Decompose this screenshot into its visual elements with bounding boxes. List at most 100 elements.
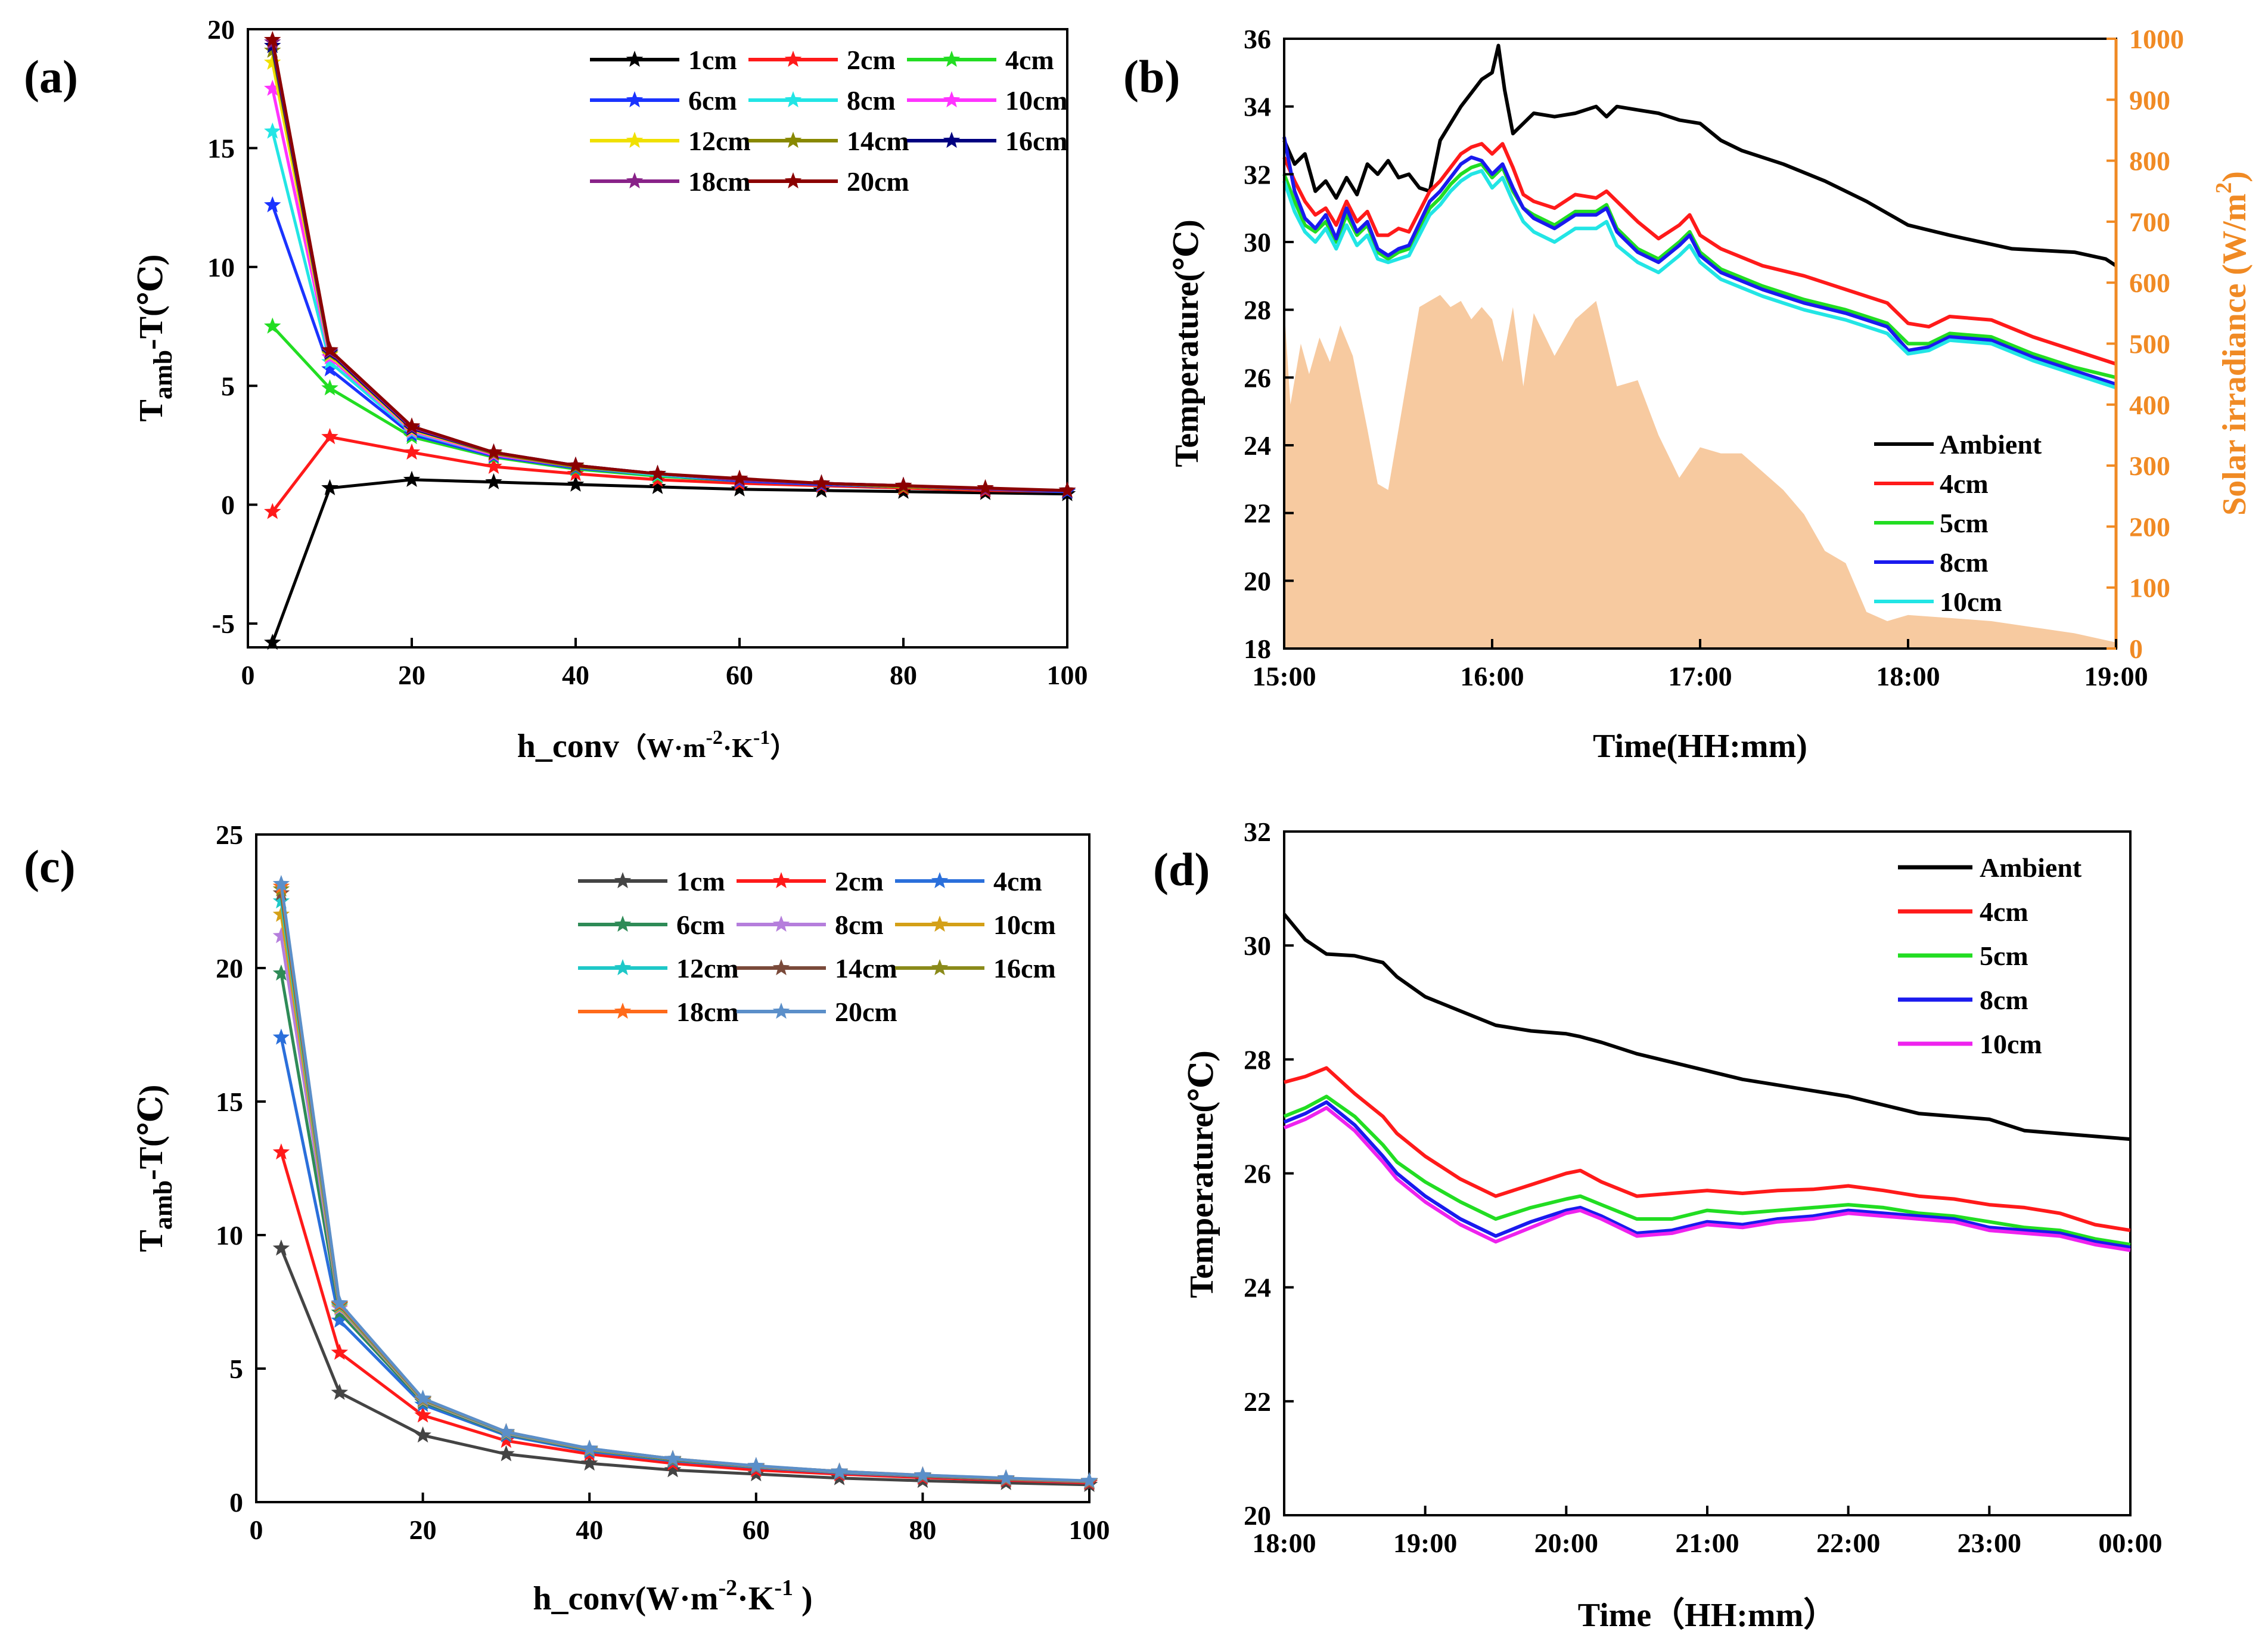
panel-b-label: (b) <box>1123 51 1180 103</box>
panel-b-series-line-10cm <box>1282 169 2117 390</box>
panel-b-y2-axis-title: Solar irradiance (W/m2) <box>2211 171 2253 516</box>
panel-a-legend-marker <box>784 132 802 148</box>
panel-c-series-line-1cm <box>279 1248 1090 1487</box>
panel-a-series-layer <box>264 30 1076 650</box>
panel-b-legend-label: 8cm <box>1940 547 1989 578</box>
panel-c-series-line-12cm <box>279 901 1090 1483</box>
panel-c-legend-marker <box>931 916 949 932</box>
panel-a-point-1cm <box>264 634 281 650</box>
panel-c-point-20cm <box>997 1469 1015 1485</box>
panel-d-x-axis-title: Time（HH:mm） <box>1578 1596 1837 1634</box>
panel-b-y-tick-label: 36 <box>1244 24 1271 54</box>
panel-a-point-1cm <box>567 475 585 492</box>
panel-a-y-tick-label: 15 <box>207 133 235 163</box>
panel-c-y-tick-label: 20 <box>216 953 243 984</box>
panel-a-point-1cm <box>485 473 502 489</box>
panel-c-legend-label: 4cm <box>993 866 1042 896</box>
panel-c-legend-marker <box>772 872 790 889</box>
panel-c-legend-label: 6cm <box>676 910 725 940</box>
panel-d-y-ticks: 20 22 24 26 28 30 32 <box>1244 817 1294 1531</box>
panel-a-legend-marker <box>943 51 961 67</box>
panel-d-legend: Ambient 4cm 5cm 8cm 10cm <box>1898 852 2082 1059</box>
panel-c-legend-label: 12cm <box>676 953 739 984</box>
panel-c-legend-label: 1cm <box>676 866 725 896</box>
panel-b-x-tick-label: 16:00 <box>1460 661 1524 691</box>
panel-a-y-tick-label: 10 <box>207 252 235 283</box>
panel-a-point-6cm <box>264 196 281 213</box>
panel-c-series-layer <box>272 874 1098 1492</box>
panel-a-y-tick-label: 20 <box>207 14 235 45</box>
panel-b-y-axis-title: Temperature(℃) <box>1169 219 1206 467</box>
panel-d: (d) 18:00 19:00 20:00 21:00 22:00 23:00 00:00 … <box>1153 817 2163 1634</box>
panel-a-point-2cm <box>403 443 421 460</box>
panel-b-y-tick-label: 24 <box>1244 430 1271 461</box>
panel-b-y2-tick-label: 100 <box>2129 573 2170 603</box>
panel-a-point-1cm <box>403 470 421 487</box>
panel-a-y-tick-label: 5 <box>221 371 235 401</box>
panel-c-plot-frame <box>255 833 1090 1503</box>
panel-c-point-20cm <box>747 1457 765 1474</box>
panel-a-point-20cm <box>894 476 912 493</box>
panel-d-y-tick-label: 20 <box>1244 1500 1271 1531</box>
panel-c-legend-marker <box>614 959 632 976</box>
panel-b-y-tick-label: 30 <box>1244 227 1271 258</box>
panel-a-point-2cm <box>264 502 281 519</box>
panel-c-series-line-6cm <box>279 973 1090 1483</box>
panel-a-point-2cm <box>485 457 502 474</box>
panel-d-x-tick-label: 21:00 <box>1675 1528 1739 1558</box>
panel-c-point-1cm <box>580 1454 598 1471</box>
panel-a-point-20cm <box>264 30 281 48</box>
panel-c-legend-marker <box>772 959 790 976</box>
panel-a-point-20cm <box>731 469 748 486</box>
panel-a-point-20cm <box>321 341 338 358</box>
panel-a-x-tick-label: 60 <box>726 660 753 690</box>
panel-c-legend-label: 18cm <box>676 997 739 1027</box>
panel-c-legend-marker <box>931 959 949 976</box>
panel-c-point-20cm <box>914 1466 931 1482</box>
panel-a-series-line-10cm <box>271 88 1068 492</box>
panel-a-point-20cm <box>813 474 830 491</box>
panel-c-point-10cm <box>272 905 290 922</box>
panel-a-legend-marker <box>943 132 961 148</box>
panel-b-y2-tick-label: 900 <box>2129 85 2170 115</box>
panel-c-label: (c) <box>24 840 76 892</box>
panel-b-legend-label: 5cm <box>1940 508 1989 538</box>
panel-c-legend-marker <box>614 916 632 932</box>
panel-c-legend-label: 14cm <box>835 953 897 984</box>
panel-b-x-ticks: 15:00 16:00 17:00 18:00 19:00 <box>1252 639 2148 691</box>
panel-c-x-tick-label: 0 <box>250 1515 263 1545</box>
panel-b-y-tick-label: 26 <box>1244 362 1271 393</box>
panel-a-point-10cm <box>264 79 281 96</box>
panel-a-label: (a) <box>24 51 78 103</box>
panel-d-x-tick-label: 18:00 <box>1252 1528 1316 1558</box>
panel-a-point-2cm <box>321 428 338 445</box>
panel-a-x-tick-label: 20 <box>398 660 425 690</box>
panel-c-legend-marker <box>931 872 949 889</box>
panel-d-legend-label: 10cm <box>1980 1029 2042 1059</box>
panel-d-x-tick-label: 22:00 <box>1816 1528 1880 1558</box>
panel-c-point-1cm <box>414 1426 431 1443</box>
panel-b-irradiance-area <box>1284 294 2116 649</box>
panel-b-legend-label: 10cm <box>1940 587 2002 617</box>
panel-b-y-tick-label: 34 <box>1244 92 1271 122</box>
panel-b-x-tick-label: 15:00 <box>1252 661 1316 691</box>
panel-a-legend-marker <box>943 91 961 108</box>
panel-c-point-4cm <box>331 1311 349 1328</box>
panel-c-point-2cm <box>331 1344 349 1360</box>
panel-b-y-tick-label: 32 <box>1244 159 1271 190</box>
panel-d-series-line-8cm <box>1283 1100 2131 1249</box>
panel-a-point-20cm <box>567 456 585 473</box>
panel-c-point-20cm <box>414 1389 431 1406</box>
panel-c-legend: 1cm 2cm 4cm 6cm 8cm 10cm 12cm 14cm 16cm 18cm 20cm <box>578 866 1056 1027</box>
panel-d-x-tick-label: 00:00 <box>2098 1528 2162 1558</box>
panel-a-y-tick-label: -5 <box>212 609 235 639</box>
panel-d-y-tick-label: 30 <box>1244 930 1271 961</box>
panel-a-legend-label: 6cm <box>688 85 737 116</box>
panel-c-point-1cm <box>272 1239 290 1256</box>
panel-a-point-20cm <box>649 464 666 481</box>
panel-b-x-tick-label: 17:00 <box>1668 661 1732 691</box>
panel-b-y2-tick-label: 400 <box>2129 390 2170 420</box>
panel-c-legend-label: 10cm <box>993 910 1056 940</box>
panel-c-y-tick-label: 0 <box>229 1487 243 1518</box>
